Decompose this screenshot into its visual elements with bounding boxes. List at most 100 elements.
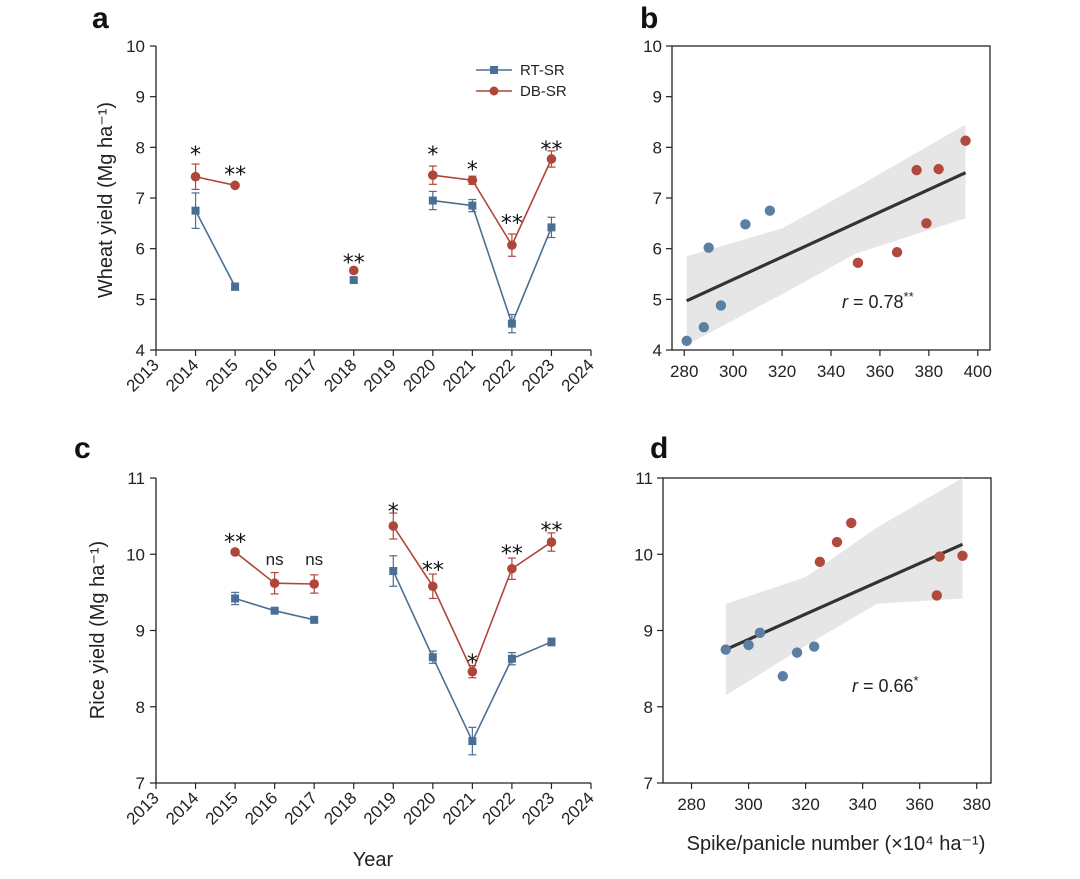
panel-a-significance-label: **: [343, 251, 365, 276]
panel-c-xlabel: Year: [353, 849, 394, 871]
panel-b-point-rt: [764, 205, 776, 216]
panel-d-point-db: [957, 550, 968, 561]
panel-b-point-db: [911, 164, 922, 176]
panel-a-db-line: [432, 158, 553, 247]
panel-a-rt-point: [468, 201, 477, 210]
panel-a-rt-point: [349, 276, 358, 285]
panel-b-xtick-label: 360: [866, 362, 894, 381]
panel-a-ytick-label: 5: [136, 290, 145, 309]
panel-b-ytick-label: 4: [653, 341, 662, 360]
panel-d-ytick-label: 11: [635, 469, 653, 488]
panel-d-xlabel: Spike/panicle number (×10⁴ ha⁻¹): [687, 833, 986, 855]
panel-c-xtick-label: 2014: [162, 788, 202, 828]
panel-d-xtick-label: 280: [677, 795, 705, 814]
panel-a-xtick-label: 2019: [360, 355, 400, 395]
panel-a-xtick-label: 2017: [281, 355, 321, 395]
legend-db-label: DB-SR: [520, 83, 567, 100]
panel-b-xtick-label: 300: [719, 362, 747, 381]
panel-c-xtick-label: 2017: [281, 788, 321, 828]
panel-b-point-rt: [703, 242, 714, 253]
panel-c-db-point: [467, 666, 478, 677]
panel-a-significance-label: *: [190, 143, 201, 168]
panel-a-xtick-label: 2021: [439, 355, 479, 395]
panel-b-marks: 4 5 6 7 8 9 10 280 300 320 340 360 380 400: [643, 37, 992, 381]
panel-c-xtick-label: 2021: [439, 788, 479, 828]
panel-d-xtick-label: 360: [906, 795, 934, 814]
panel-d-xtick-label: 300: [734, 795, 762, 814]
panel-b-ytick-label: 9: [653, 88, 662, 107]
panel-c-db-point: [428, 581, 438, 592]
panel-d-point-db: [814, 556, 826, 568]
panel-c-significance-label: ns: [266, 550, 284, 569]
panel-d-confidence-band: [725, 478, 963, 696]
panel-a-db-point: [230, 180, 240, 191]
panel-a-db-point: [348, 265, 359, 276]
panel-c-db-point: [309, 579, 319, 589]
panel-b-point-rt: [698, 322, 709, 333]
panel-c-ytick-label: 9: [136, 622, 145, 641]
panel-c-rt-point: [547, 637, 556, 646]
panel-d-point-rt: [754, 627, 766, 638]
panel-a-xtick-label: 2015: [202, 355, 242, 395]
panel-a-ytick-label: 9: [136, 88, 145, 107]
panel-c-db-point: [507, 563, 517, 574]
panel-label-a: a: [92, 2, 109, 35]
panel-b-ytick-label: 5: [653, 290, 662, 309]
panel-c-rt-point: [231, 594, 240, 603]
panel-b-xtick-label: 320: [768, 362, 796, 381]
panel-b-point-db: [960, 135, 971, 146]
panel-b-point-rt: [681, 335, 692, 347]
panel-d-ytick-label: 7: [644, 774, 653, 793]
panel-a-rt-point: [507, 319, 516, 328]
panel-a-rt-point: [428, 196, 437, 205]
panel-a-significance-label: **: [224, 163, 246, 188]
panel-c-xtick-label: 2020: [399, 788, 439, 828]
panel-b-ytick-label: 7: [653, 189, 662, 208]
panel-a-xtick-label: 2023: [518, 355, 558, 395]
panel-c-db-point: [388, 521, 399, 531]
panel-c-significance-label: *: [467, 651, 478, 676]
panel-b-xtick-label: 340: [817, 362, 845, 381]
panel-a-db-point: [507, 240, 517, 250]
panel-c-ytick-label: 11: [127, 469, 145, 488]
panel-a-xtick-label: 2013: [123, 355, 163, 395]
panel-label-d: d: [650, 432, 668, 465]
panel-a-db-point: [428, 170, 438, 180]
panel-b-point-db: [933, 163, 944, 175]
panel-d-ytick-label: 8: [644, 698, 653, 717]
panel-b-confidence-band: [686, 124, 966, 345]
legend-db-marker: [489, 86, 499, 96]
panel-b-ytick-label: 10: [643, 37, 662, 56]
panel-c-significance-label: *: [388, 500, 399, 525]
panel-c-significance-label: ns: [305, 550, 323, 569]
panel-label-c: c: [74, 432, 91, 465]
panel-a-significance-label: *: [427, 143, 438, 168]
panel-c-db-point: [230, 547, 240, 557]
panel-a-significance-label: **: [540, 138, 562, 163]
panel-a-rt-point: [231, 282, 240, 291]
panel-b-xtick-label: 280: [670, 362, 698, 381]
panel-c-xtick-label: 2019: [360, 788, 400, 828]
panel-c-ylabel: Rice yield (Mg ha⁻¹): [87, 541, 109, 719]
panel-c-db-point: [269, 578, 280, 589]
panel-d-fit-line: [725, 542, 964, 652]
panel-c-rt-point: [468, 737, 477, 746]
panel-c-xtick-label: 2016: [241, 788, 281, 828]
panel-d-point-rt: [720, 644, 731, 655]
panel-c-db-line: [392, 525, 552, 674]
panel-b-point-rt: [715, 300, 727, 311]
legend-rt-marker: [490, 66, 498, 74]
panel-c-xtick-label: 2015: [202, 788, 242, 828]
panel-c-ytick-label: 8: [136, 698, 145, 717]
panel-d-r-label: r = 0.66*: [852, 673, 919, 696]
panel-c-significance-label: **: [540, 519, 562, 544]
panel-c-rt-point: [389, 567, 398, 576]
panel-d-point-rt: [791, 647, 803, 658]
panel-a-ytick-label: 10: [126, 37, 145, 56]
panel-c-ytick-label: 10: [126, 545, 145, 564]
panel-label-b: b: [640, 2, 658, 35]
panel-a-xtick-label: 2014: [162, 355, 202, 395]
